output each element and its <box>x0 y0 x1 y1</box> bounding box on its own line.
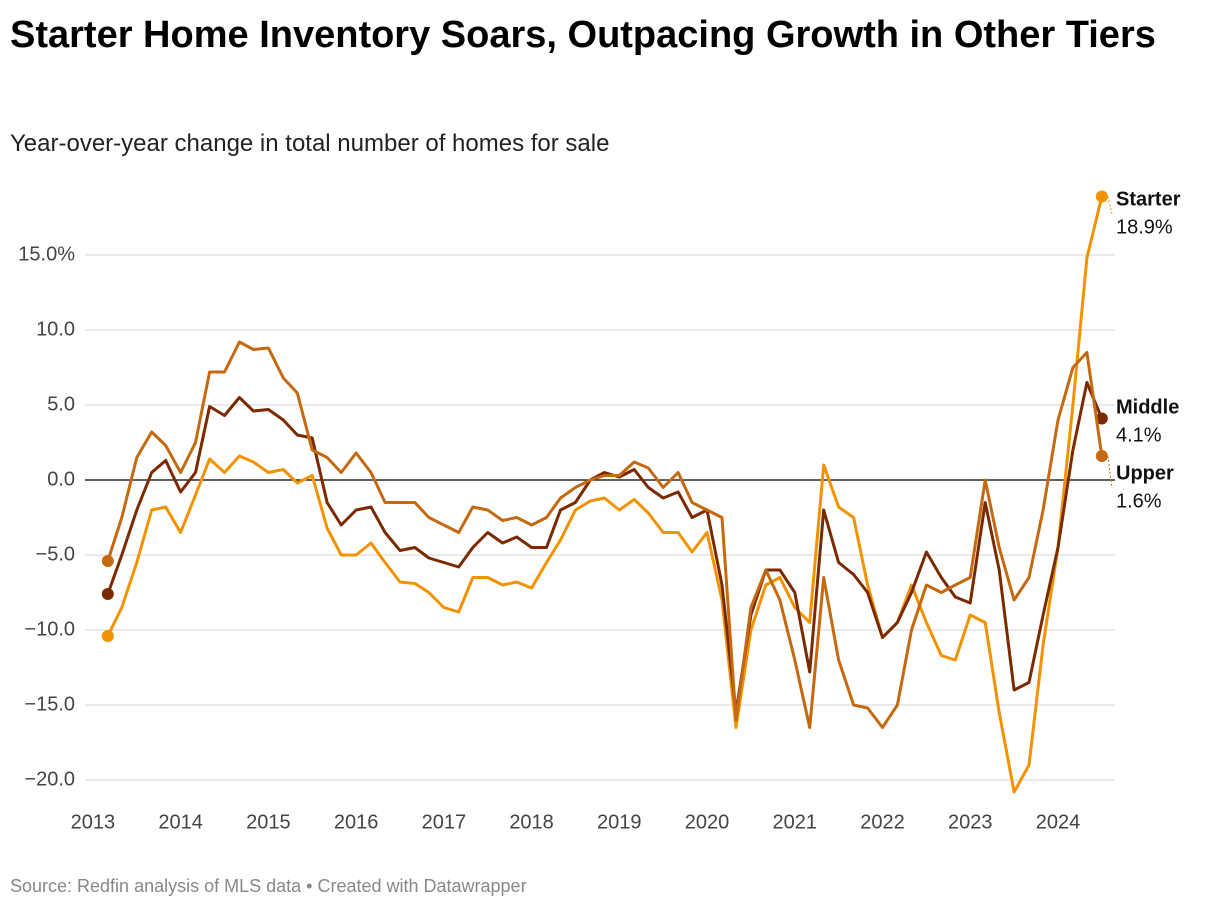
series-value-label: 18.9% <box>1116 216 1173 238</box>
end-dot <box>1095 412 1108 425</box>
end-dot <box>1095 450 1108 462</box>
source-note: Source: Redfin analysis of MLS data • Cr… <box>10 876 527 896</box>
y-tick-label: −5.0 <box>36 543 75 565</box>
end-dot <box>101 555 114 567</box>
x-tick-label: 2018 <box>509 811 554 833</box>
y-tick-label: 10.0 <box>36 318 75 340</box>
series-value-label: 4.1% <box>1116 424 1162 446</box>
x-tick-label: 2020 <box>685 811 730 833</box>
label-connector <box>1107 196 1113 215</box>
series-label: Starter <box>1116 188 1181 210</box>
y-tick-label: 5.0 <box>47 393 75 415</box>
series-label: Upper <box>1116 462 1174 484</box>
series-value-label: 1.6% <box>1116 490 1162 512</box>
x-tick-label: 2014 <box>158 811 203 833</box>
x-tick-label: 2013 <box>71 811 116 833</box>
y-tick-label: 15.0% <box>18 243 75 265</box>
y-tick-label: −20.0 <box>24 768 75 790</box>
y-tick-label: −10.0 <box>24 618 75 640</box>
chart-title: Starter Home Inventory Soars, Outpacing … <box>10 14 1156 56</box>
series-label: Middle <box>1116 396 1179 418</box>
end-dot <box>1095 190 1108 203</box>
x-tick-label: 2015 <box>246 811 291 833</box>
x-tick-label: 2021 <box>773 811 818 833</box>
y-tick-label: −15.0 <box>24 693 75 715</box>
x-tick-label: 2017 <box>422 811 467 833</box>
chart-subtitle: Year-over-year change in total number of… <box>10 130 610 157</box>
x-tick-label: 2024 <box>1036 811 1081 833</box>
series-line <box>106 340 1104 729</box>
x-tick-label: 2022 <box>860 811 905 833</box>
end-dot <box>101 588 114 600</box>
x-tick-label: 2016 <box>334 811 379 833</box>
end-dot <box>101 630 114 642</box>
label-connector <box>1107 455 1113 489</box>
series-line <box>106 381 1104 714</box>
x-tick-label: 2023 <box>948 811 993 833</box>
chart: −20.0 −15.0 −10.0 −5.0 0.0 5.0 10.0 15.0% 2013 20… <box>18 188 1181 833</box>
series-line <box>106 196 1104 794</box>
y-tick-label: 0.0 <box>47 468 75 490</box>
x-tick-label: 2019 <box>597 811 642 833</box>
